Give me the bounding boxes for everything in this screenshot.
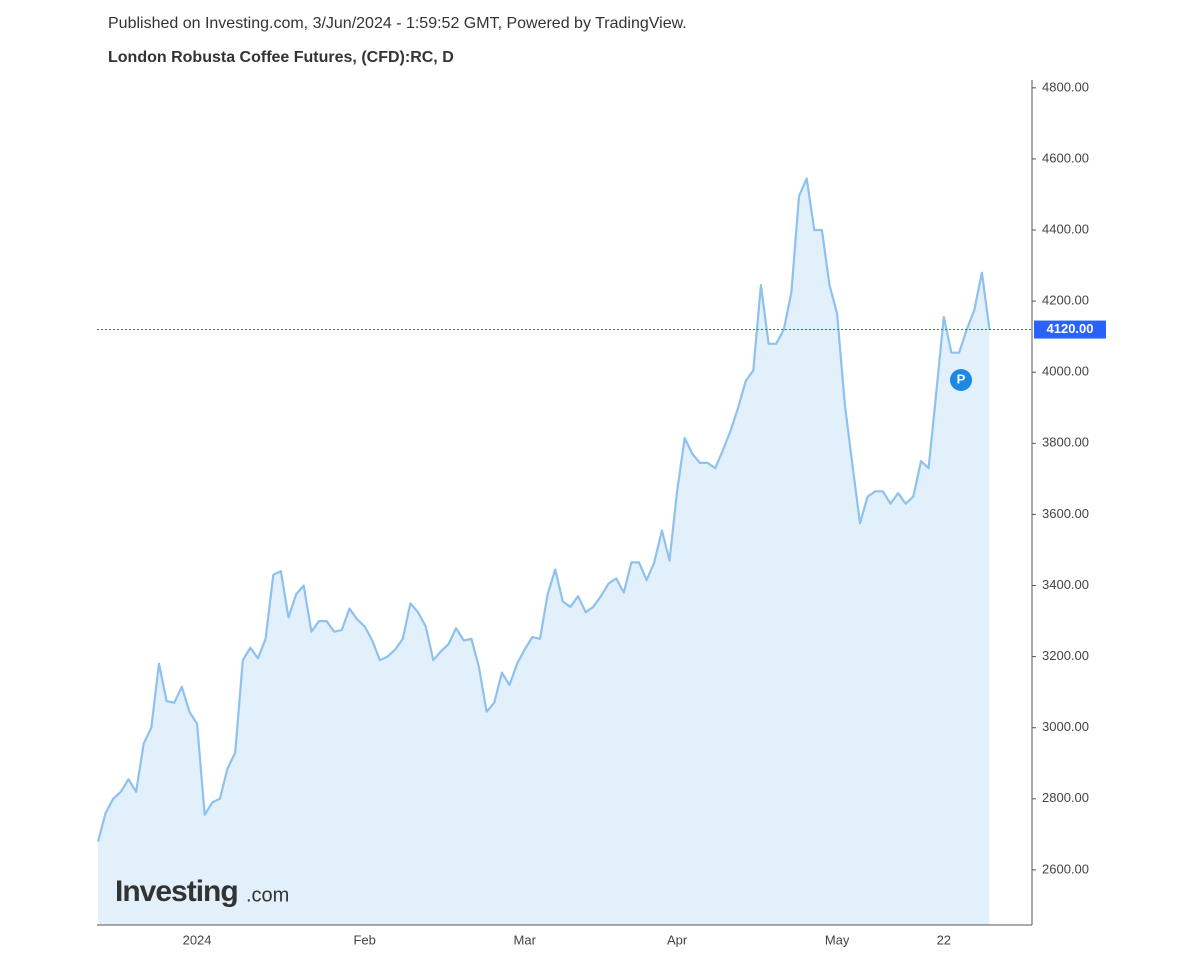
line: [96, 177, 991, 842]
watermark-suffix: .com: [246, 884, 289, 906]
header: Published on Investing.com, 3/Jun/2024 -…: [108, 15, 687, 32]
x-tick-label: 22: [937, 932, 951, 947]
y-tick-label: 3000.00: [1042, 719, 1089, 734]
watermark-brand: Investing: [115, 875, 238, 908]
area: [98, 178, 990, 925]
annotation-marker[interactable]: [950, 369, 972, 391]
x-tick-label: Feb: [353, 932, 375, 947]
x-tick-label: Apr: [667, 932, 688, 947]
y-tick-label: 2600.00: [1042, 861, 1089, 876]
y-tick-label: 3800.00: [1042, 435, 1089, 450]
y-tick-label: 2800.00: [1042, 790, 1089, 805]
x-tick-label: May: [825, 932, 850, 947]
y-tick-label: 4200.00: [1042, 293, 1089, 308]
y-tick-label: 3600.00: [1042, 506, 1089, 521]
y-tick-label: 4400.00: [1042, 221, 1089, 236]
y-tick-label: 4000.00: [1042, 364, 1089, 379]
price-label-box: [1034, 320, 1106, 339]
price-label: 4120.00: [1047, 321, 1094, 336]
y-tick-label: 3400.00: [1042, 577, 1089, 592]
x-tick-label: 2024: [183, 932, 212, 947]
x-tick-label: Mar: [514, 932, 537, 947]
y-tick-label: 4800.00: [1042, 79, 1089, 94]
annotation-label[interactable]: P: [957, 371, 966, 386]
y-tick-label: 4600.00: [1042, 150, 1089, 165]
y-tick-label: 3200.00: [1042, 648, 1089, 663]
plot: [96, 177, 991, 925]
chart-title: London Robusta Coffee Futures, (CFD):RC,…: [108, 49, 454, 66]
